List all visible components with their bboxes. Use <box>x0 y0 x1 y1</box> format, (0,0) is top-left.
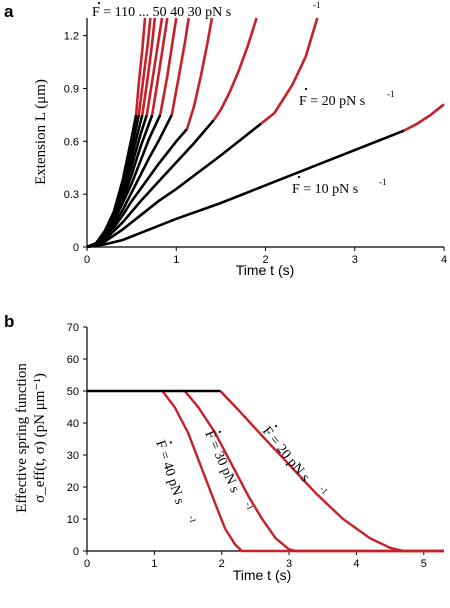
panel-b-annotation-20-text: F = 20 pN s <box>259 424 312 485</box>
panel-a-annotation-20: F = 20 pN s -1 <box>299 87 395 109</box>
panel-b-series-20 <box>219 390 444 553</box>
panel-b-y-tick-label: 70 <box>67 322 79 334</box>
panel-a-series-20-loading <box>86 122 262 249</box>
panel-b-annotation-30-exp: -1 <box>243 500 255 511</box>
panel-b-y-tick-label: 0 <box>73 546 79 558</box>
fdot-marker <box>97 1 101 5</box>
panel-a-annotation-10-exp: -1 <box>379 177 387 187</box>
panel-a-series-10-unbinding <box>403 103 445 132</box>
panel-b-x-tick-label: 5 <box>421 558 427 570</box>
panel-b-x-tick-label: 4 <box>353 558 359 570</box>
panel-b-x-tick-label: 3 <box>286 558 292 570</box>
panel-a-annotation-20-text: F = 20 pN s <box>299 94 365 109</box>
panel-b-x-label: Time t (s) <box>233 567 292 583</box>
panel-a-x-tick-label: 0 <box>84 254 90 266</box>
panel-a-y-label-text: Extension L (μm) <box>33 79 49 185</box>
panel-b-y-tick-label: 50 <box>67 386 79 398</box>
panel-a-annotation-10: F = 10 pN s -1 <box>292 175 387 197</box>
panel-a-top-annotation: F = 110 ... 50 40 30 pN s -1 <box>92 0 321 20</box>
panel-b-series-30 <box>183 390 444 553</box>
fdot-marker <box>218 430 221 433</box>
panel-a-series-80-unbinding <box>145 17 164 116</box>
panel-b-x-tick-label: 2 <box>219 558 225 570</box>
panel-b-annotation-30: F = 30 pN s -1 <box>201 429 255 512</box>
panel-a-series-70-unbinding <box>150 17 169 116</box>
panel-a-series-90-unbinding <box>141 17 157 116</box>
panel-a-top-annotation-text: F = 110 ... 50 40 30 pN s <box>92 5 231 20</box>
panel-a-series-10-loading <box>86 129 405 249</box>
panel-a-x-label: Time t (s) <box>236 262 295 278</box>
panel-a-y-tick-label: 0.6 <box>64 136 79 148</box>
panel-b-letter: b <box>4 312 14 331</box>
fdot-marker <box>304 87 308 91</box>
panel-a-series <box>86 17 445 249</box>
panel-b-y-tick-label: 60 <box>67 354 79 366</box>
panel-a-series-20-unbinding <box>260 17 319 125</box>
panel-b-annotation-40: F = 40 pN s -1 <box>152 439 199 525</box>
panel-b-annotation-20: F = 20 pN s -1 <box>259 424 330 496</box>
panel-a-y-tick-label: 1.2 <box>64 31 79 43</box>
panel-a-annotation-10-text: F = 10 pN s <box>292 182 358 197</box>
panel-b-y-tick-label: 20 <box>67 482 79 494</box>
panel-a-series-60-unbinding <box>158 17 178 116</box>
panel-a-annotation-20-exp: -1 <box>387 89 395 99</box>
panel-b-annotation-40-exp: -1 <box>187 514 199 524</box>
fdot-marker <box>169 441 172 444</box>
panel-a-series-40-unbinding <box>185 17 214 130</box>
panel-a-y-tick-label: 0.9 <box>64 83 79 95</box>
panel-b-y-tick-label: 40 <box>67 418 79 430</box>
fdot-marker <box>274 424 278 428</box>
panel-b-annotation-20-exp: -1 <box>318 484 330 496</box>
panel-a-series-110-unbinding <box>134 17 147 116</box>
panel-a-y-label: Extension L (μm) <box>33 79 49 185</box>
panel-b-series <box>87 389 444 553</box>
panel-b-y-tick-label: 30 <box>67 450 79 462</box>
panel-b-y-label-line1: Effective spring function <box>14 363 30 513</box>
panel-b-y-label-line2: σ_eff(t, σ) (pN μm⁻¹) <box>32 373 48 503</box>
panel-a-series-50-unbinding <box>170 17 190 116</box>
panel-b-x-tick-label: 0 <box>84 558 90 570</box>
panel-a-series-100-unbinding <box>137 17 152 116</box>
panel-a-letter: a <box>4 2 14 21</box>
panel-a-top-annotation-exp: -1 <box>313 0 321 10</box>
panel-a-y-tick-label: 0 <box>73 242 79 254</box>
panel-a-x-tick-label: 2 <box>262 254 268 266</box>
panel-a-x-tick-label: 1 <box>173 254 179 266</box>
panel-b-annotation-40-text: F = 40 pN s <box>152 439 187 507</box>
panel-a-x-tick-label: 4 <box>441 254 447 266</box>
panel-b-series-40 <box>161 390 444 553</box>
panel-a-y-tick-label: 0.3 <box>64 189 79 201</box>
panel-b-y-tick-label: 10 <box>67 514 79 526</box>
panel-a-x-tick-label: 3 <box>352 254 358 266</box>
panel-b-x-tick-label: 1 <box>151 558 157 570</box>
panel-a-ticks: 0 1 2 3 4 0 0.3 0.6 0.9 1.2 <box>64 31 447 266</box>
panel-a-series-30-unbinding <box>212 17 258 121</box>
fdot-marker <box>297 175 301 179</box>
